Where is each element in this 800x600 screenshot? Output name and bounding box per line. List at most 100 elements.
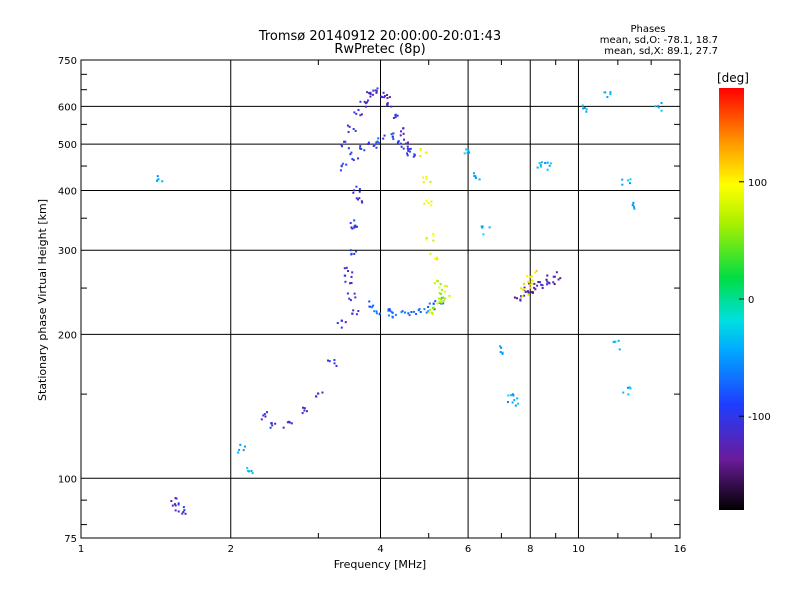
data-point	[392, 138, 395, 141]
stats-line-o: mean, sd,O: -78.1, 18.7	[600, 35, 718, 46]
data-point	[523, 294, 526, 297]
data-point	[527, 293, 530, 296]
data-point	[473, 175, 476, 178]
data-point	[374, 89, 377, 92]
data-point	[488, 226, 491, 229]
y-tick-label: 400	[58, 186, 77, 197]
data-point	[305, 410, 308, 413]
data-point	[429, 252, 432, 255]
data-point	[377, 137, 380, 140]
data-point	[407, 312, 410, 315]
data-point	[363, 149, 366, 152]
data-point	[412, 155, 415, 158]
data-point	[425, 238, 428, 241]
data-point	[373, 310, 376, 313]
x-tick-label: 8	[527, 544, 533, 555]
data-point	[336, 321, 339, 324]
data-point	[519, 298, 522, 301]
data-point	[355, 197, 358, 200]
data-point	[501, 352, 504, 355]
data-point	[358, 197, 361, 200]
data-point	[548, 164, 551, 167]
data-point	[401, 310, 404, 313]
colorbar-ticks: 100 0 -100	[739, 178, 771, 423]
x-tick-label: 6	[465, 544, 471, 555]
data-point	[351, 312, 354, 315]
data-point	[506, 401, 509, 404]
data-point	[435, 279, 438, 282]
data-point	[316, 392, 319, 395]
data-point	[386, 94, 389, 97]
data-point	[511, 393, 514, 396]
data-point	[546, 280, 549, 283]
data-point	[482, 233, 485, 236]
data-point	[622, 391, 625, 394]
data-point	[406, 141, 409, 144]
data-point	[419, 148, 422, 151]
data-point	[631, 204, 634, 207]
data-point	[321, 391, 324, 394]
data-point	[434, 257, 437, 260]
data-point	[531, 290, 534, 293]
data-point	[431, 306, 434, 309]
data-point	[465, 148, 468, 151]
data-point	[432, 239, 435, 242]
data-point	[353, 226, 356, 229]
data-point	[378, 313, 381, 316]
data-point	[513, 296, 516, 299]
data-point	[376, 87, 379, 90]
data-point	[340, 165, 343, 168]
data-point	[353, 292, 356, 295]
stats-heading: Phases	[630, 24, 665, 35]
data-point	[629, 178, 632, 181]
data-point	[376, 140, 379, 143]
data-point	[246, 466, 249, 469]
data-point	[354, 225, 357, 228]
plot-grid	[81, 60, 680, 538]
data-point	[534, 271, 537, 274]
data-point	[427, 202, 430, 205]
data-point	[424, 151, 427, 154]
y-axis-label: Stationary phase Virtual Height [km]	[36, 199, 49, 401]
data-point	[530, 282, 533, 285]
data-point	[368, 92, 371, 95]
data-point	[539, 164, 542, 167]
data-point	[155, 179, 158, 182]
data-point	[365, 101, 368, 104]
data-point	[527, 291, 530, 294]
data-point	[340, 319, 343, 322]
data-point	[263, 413, 266, 416]
data-point	[343, 267, 346, 270]
data-point	[515, 297, 518, 300]
data-points	[155, 87, 663, 515]
data-point	[303, 407, 306, 410]
data-point	[553, 275, 556, 278]
data-point	[375, 310, 378, 313]
data-point	[523, 288, 526, 291]
data-point	[546, 168, 549, 171]
data-point	[406, 147, 409, 150]
data-point	[428, 311, 431, 314]
data-point	[427, 305, 430, 308]
data-point	[413, 153, 416, 156]
data-point	[627, 393, 630, 396]
data-point	[386, 103, 389, 106]
data-point	[440, 300, 443, 303]
x-tick-label: 10	[572, 544, 585, 555]
data-point	[341, 145, 344, 148]
x-axis-ticks: 1 2 4 6 8 10 16	[78, 60, 686, 555]
data-point	[348, 125, 351, 128]
data-point	[270, 422, 273, 425]
data-point	[386, 97, 389, 100]
data-point	[397, 141, 400, 144]
data-point	[392, 117, 395, 120]
data-point	[434, 300, 437, 303]
data-point	[359, 114, 362, 117]
data-point	[184, 512, 187, 515]
data-point	[422, 176, 425, 179]
data-point	[346, 292, 349, 295]
x-tick-label: 1	[78, 544, 84, 555]
data-point	[388, 96, 391, 99]
data-point	[350, 282, 353, 285]
